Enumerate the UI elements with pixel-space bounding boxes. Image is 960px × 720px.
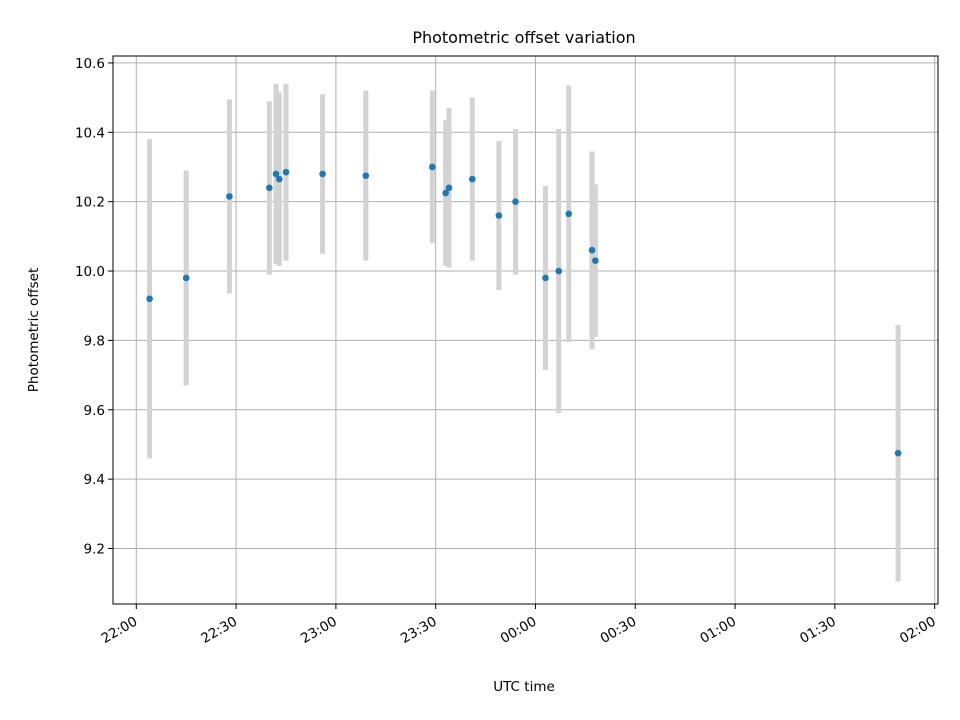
data-point bbox=[146, 295, 153, 303]
data-point bbox=[894, 449, 902, 457]
data-point bbox=[555, 267, 563, 275]
y-tick-label: 10.4 bbox=[75, 125, 105, 141]
data-point bbox=[429, 163, 436, 171]
y-axis-ticks: 9.2 9.4 9.6 9.8 10.0 10.2 10.4 10.6 bbox=[75, 56, 113, 558]
y-tick-label: 9.2 bbox=[84, 542, 105, 558]
y-tick-label: 10.6 bbox=[75, 56, 105, 72]
data-point bbox=[468, 175, 476, 183]
data-point bbox=[512, 198, 519, 205]
data-point bbox=[442, 189, 449, 197]
data-point bbox=[588, 246, 596, 254]
data-point bbox=[362, 172, 370, 179]
data-point bbox=[592, 257, 599, 264]
y-tick-label: 9.8 bbox=[84, 333, 105, 349]
data-point bbox=[276, 175, 283, 183]
data-point bbox=[445, 184, 453, 192]
y-axis-label: Photometric offset bbox=[26, 268, 42, 392]
y-tick-label: 10.2 bbox=[75, 195, 105, 211]
data-point bbox=[226, 193, 233, 200]
data-points bbox=[146, 163, 902, 457]
data-point bbox=[565, 210, 573, 218]
data-point bbox=[542, 274, 549, 282]
y-tick-label: 10.0 bbox=[75, 264, 105, 280]
data-point bbox=[282, 168, 290, 176]
data-point bbox=[266, 184, 273, 192]
y-tick-label: 9.4 bbox=[84, 472, 105, 488]
data-point bbox=[182, 274, 190, 282]
y-tick-label: 9.6 bbox=[84, 403, 105, 419]
chart-title: Photometric offset variation bbox=[412, 28, 635, 47]
grid bbox=[113, 56, 938, 604]
data-point bbox=[272, 170, 280, 178]
data-point bbox=[495, 212, 503, 219]
x-axis-label: UTC time bbox=[493, 679, 555, 695]
plot-area-frame bbox=[112, 55, 939, 605]
data-point bbox=[319, 170, 326, 178]
